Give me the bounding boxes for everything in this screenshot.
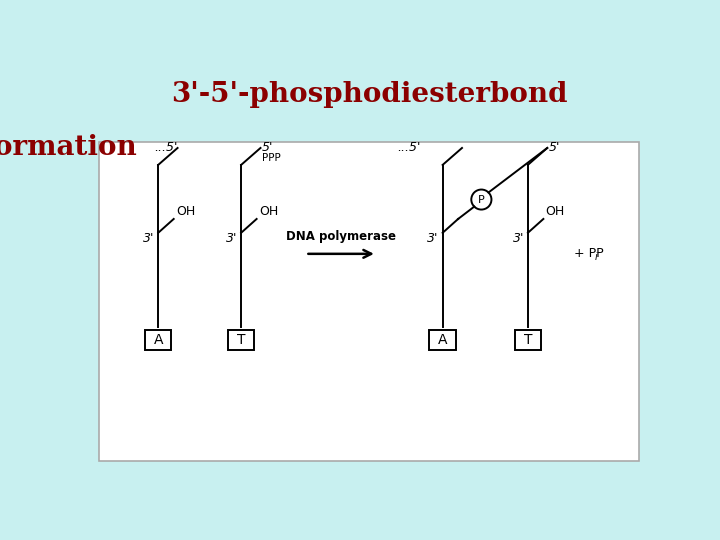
Text: i: i <box>595 252 598 262</box>
Text: 3': 3' <box>226 233 238 246</box>
Text: 3'-5'-phosphodiesterbond: 3'-5'-phosphodiesterbond <box>171 80 567 107</box>
Text: ...5': ...5' <box>397 141 421 154</box>
Text: 3': 3' <box>143 233 154 246</box>
Text: A: A <box>438 333 447 347</box>
FancyBboxPatch shape <box>99 142 639 461</box>
FancyBboxPatch shape <box>515 330 541 350</box>
Text: formation: formation <box>0 134 137 161</box>
Text: ...5': ...5' <box>154 141 178 154</box>
Text: + PP: + PP <box>575 247 604 260</box>
Text: DNA polymerase: DNA polymerase <box>286 230 396 243</box>
FancyBboxPatch shape <box>429 330 456 350</box>
Text: 5': 5' <box>549 141 560 154</box>
Text: OH: OH <box>546 205 565 218</box>
Text: 3': 3' <box>428 233 438 246</box>
Text: T: T <box>523 333 532 347</box>
Text: 5': 5' <box>262 141 274 154</box>
Text: PPP: PPP <box>262 153 281 163</box>
Text: OH: OH <box>259 205 278 218</box>
Text: P: P <box>478 195 485 205</box>
FancyBboxPatch shape <box>145 330 171 350</box>
FancyBboxPatch shape <box>228 330 254 350</box>
Text: OH: OH <box>176 205 195 218</box>
Text: 3': 3' <box>513 233 524 246</box>
Text: T: T <box>237 333 246 347</box>
Text: A: A <box>153 333 163 347</box>
